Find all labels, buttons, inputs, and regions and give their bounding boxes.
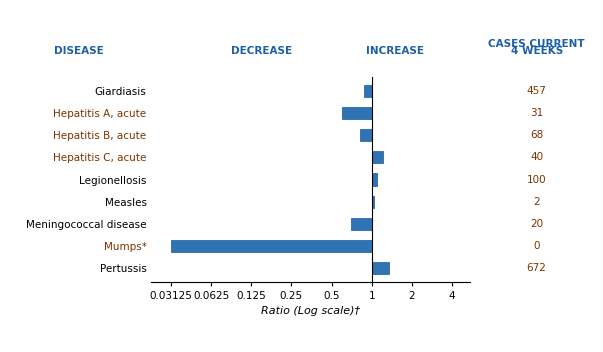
Text: 0: 0 (534, 241, 540, 251)
Text: 20: 20 (530, 219, 543, 229)
Bar (342, 107, 371, 119)
Text: INCREASE: INCREASE (366, 46, 424, 56)
Text: 100: 100 (527, 175, 546, 184)
Bar (371, 174, 377, 186)
Text: DISEASE: DISEASE (54, 46, 103, 56)
Bar (364, 84, 371, 97)
Text: 457: 457 (527, 86, 546, 96)
Bar (371, 151, 383, 163)
Text: CASES CURRENT: CASES CURRENT (488, 39, 585, 49)
Text: 68: 68 (530, 130, 543, 140)
Bar (371, 262, 389, 275)
Text: 2: 2 (534, 197, 540, 207)
Bar (171, 240, 371, 252)
Text: DECREASE: DECREASE (230, 46, 292, 56)
X-axis label: Ratio (Log scale)†: Ratio (Log scale)† (261, 306, 360, 316)
Text: 672: 672 (527, 263, 546, 273)
Text: 40: 40 (530, 152, 543, 162)
Text: 4 WEEKS: 4 WEEKS (511, 46, 563, 56)
Bar (371, 196, 374, 208)
Text: 31: 31 (530, 108, 543, 118)
Bar (360, 129, 371, 141)
Bar (351, 218, 371, 230)
